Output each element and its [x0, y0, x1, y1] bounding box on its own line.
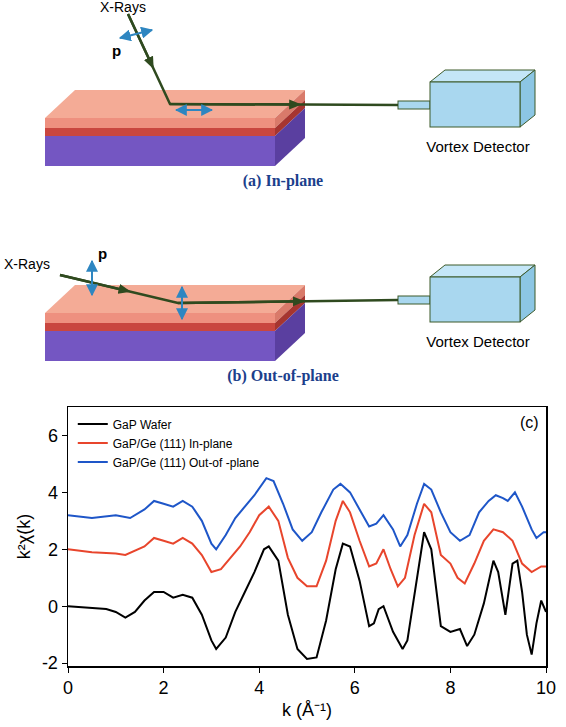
- svg-text:X-Rays: X-Rays: [4, 256, 50, 272]
- svg-text:0: 0: [63, 678, 73, 698]
- svg-text:6: 6: [48, 426, 58, 446]
- svg-text:k²χ(k): k²χ(k): [14, 514, 34, 559]
- svg-text:2: 2: [48, 540, 58, 560]
- svg-text:(c): (c): [520, 414, 539, 431]
- svg-text:6: 6: [350, 678, 360, 698]
- svg-text:Vortex Detector: Vortex Detector: [426, 138, 529, 155]
- svg-text:k (Å⁻¹): k (Å⁻¹): [282, 700, 332, 720]
- svg-text:(b) Out-of-plane: (b) Out-of-plane: [227, 367, 339, 385]
- svg-text:2: 2: [159, 678, 169, 698]
- svg-text:p: p: [98, 245, 107, 262]
- svg-text:4: 4: [48, 483, 58, 503]
- svg-text:(a) In-plane: (a) In-plane: [243, 172, 323, 190]
- svg-text:4: 4: [254, 678, 264, 698]
- svg-text:-2: -2: [42, 653, 58, 673]
- svg-text:GaP Wafer: GaP Wafer: [113, 418, 172, 432]
- svg-text:10: 10: [536, 678, 556, 698]
- svg-text:p: p: [112, 42, 121, 59]
- svg-text:Vortex Detector: Vortex Detector: [426, 333, 529, 350]
- svg-text:X-Rays: X-Rays: [100, 0, 146, 15]
- svg-text:GaP/Ge (111) In-plane: GaP/Ge (111) In-plane: [113, 437, 233, 451]
- svg-text:GaP/Ge (111) Out-of -plane: GaP/Ge (111) Out-of -plane: [113, 456, 260, 470]
- svg-text:0: 0: [48, 597, 58, 617]
- svg-text:8: 8: [445, 678, 455, 698]
